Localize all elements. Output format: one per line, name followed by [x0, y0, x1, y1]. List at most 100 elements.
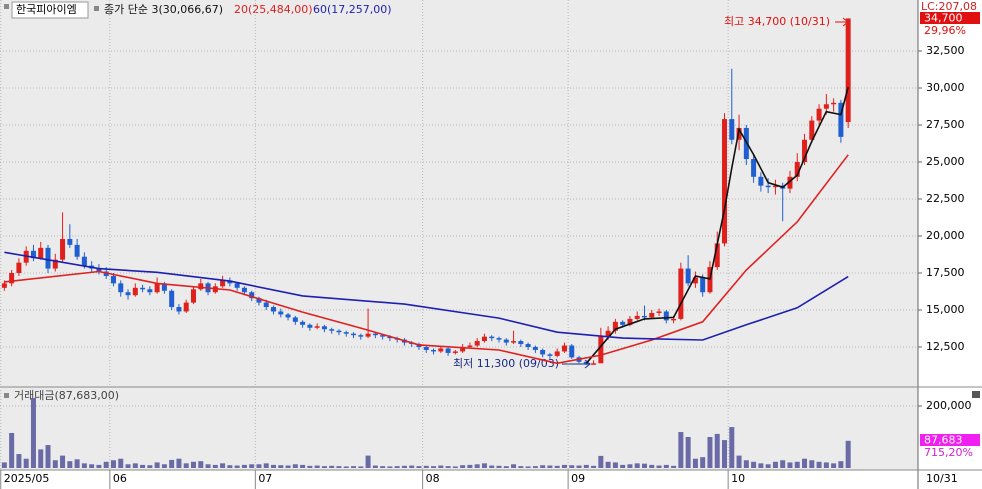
candle-body	[190, 289, 196, 303]
x-tick-label: 08	[426, 472, 440, 485]
candle-body	[45, 247, 51, 269]
volume-bar	[67, 461, 73, 468]
moving-average-line	[4, 251, 849, 341]
volume-bar	[278, 465, 284, 468]
last-volume-label: 87,683	[924, 434, 963, 447]
high-annotation: 최고 34,700 (10/31)	[724, 15, 830, 28]
candle-body	[365, 333, 371, 337]
y-tick-label: 32,500	[926, 44, 965, 57]
candle-body	[445, 348, 451, 353]
candle-body	[38, 247, 44, 259]
x-tick-label: 10	[731, 472, 745, 485]
candle-body	[772, 185, 778, 188]
candle-body	[132, 287, 138, 296]
volume-bar	[329, 465, 335, 468]
volume-bar	[547, 465, 553, 468]
y-tick-label: 27,500	[926, 118, 965, 131]
name-box	[11, 1, 89, 19]
volume-bar	[16, 454, 22, 468]
candle-body	[561, 345, 567, 352]
x-axis-background	[0, 470, 918, 489]
candle-body	[110, 275, 116, 284]
volume-bar	[452, 466, 458, 468]
volume-bar	[212, 464, 218, 468]
volume-bar	[161, 464, 167, 468]
x-tick-label: 07	[258, 472, 272, 485]
volume-bar	[23, 458, 29, 468]
candle-body	[176, 307, 182, 312]
volume-bar	[394, 466, 400, 468]
volume-bar	[234, 465, 240, 468]
volume-bar	[554, 465, 560, 468]
volume-bar	[365, 455, 371, 468]
close-button[interactable]	[972, 391, 980, 398]
candle-body	[700, 277, 706, 293]
candle-body	[140, 287, 146, 290]
candle-body	[649, 312, 655, 318]
legend-entry: 20(25,484,00)	[234, 3, 313, 16]
candle-body	[372, 333, 378, 336]
y-tick-label: 12,500	[926, 340, 965, 353]
candle-body	[271, 307, 277, 312]
candle-body	[234, 283, 240, 288]
candle-body	[431, 349, 437, 352]
candle-body	[1, 283, 7, 288]
candle-body	[423, 347, 429, 350]
candle-body	[358, 335, 364, 337]
volume-bar	[351, 466, 357, 468]
candle-body	[758, 176, 764, 186]
volume-bar	[583, 464, 589, 468]
volume-bar	[787, 462, 793, 468]
volume-bar	[641, 463, 647, 468]
candle-body	[656, 311, 662, 313]
candle-body	[118, 283, 124, 293]
volume-bar	[743, 460, 749, 468]
volume-bar	[241, 464, 247, 468]
volume-bar	[60, 455, 66, 468]
volume-bar	[9, 432, 15, 468]
icon	[4, 393, 9, 398]
candle-body	[518, 341, 524, 345]
volume-bar	[321, 466, 327, 468]
candle-body	[81, 256, 87, 266]
candle-body	[314, 326, 320, 328]
candle-body	[525, 344, 531, 348]
candle-body	[692, 277, 698, 284]
x-tick-label: 09	[571, 472, 585, 485]
volume-bar	[714, 433, 720, 468]
candle-body	[838, 102, 844, 137]
candle-body	[474, 341, 480, 346]
candle-body	[671, 318, 677, 321]
volume-bar	[220, 463, 226, 468]
volume-bar	[612, 462, 618, 468]
volume-bar	[598, 455, 604, 468]
candle-body	[438, 348, 444, 352]
volume-bar	[605, 461, 611, 468]
candle-body	[74, 244, 80, 257]
volume-bar	[140, 464, 146, 468]
volume-bar	[271, 464, 277, 468]
volume-bar	[838, 461, 844, 468]
volume-bar	[183, 463, 189, 468]
volume-bar	[438, 465, 444, 468]
volume-bar	[169, 459, 175, 468]
candle-body	[722, 119, 728, 244]
plot-background	[0, 0, 918, 470]
candle-body	[598, 336, 604, 364]
candle-body	[125, 292, 131, 296]
volume-bar	[314, 465, 320, 468]
volume-bar	[125, 464, 131, 468]
volume-bar	[147, 465, 153, 468]
volume-bar	[692, 458, 698, 468]
volume-bar	[307, 465, 313, 468]
candle-body	[30, 250, 36, 259]
volume-bar	[74, 459, 80, 468]
volume-bar	[823, 462, 829, 468]
candle-body	[605, 330, 611, 337]
volume-bar	[591, 465, 597, 468]
y-tick-label: 17,500	[926, 266, 965, 279]
icon	[4, 4, 9, 9]
volume-bar	[45, 445, 51, 468]
volume-bar	[802, 458, 808, 468]
candle-body	[198, 283, 204, 290]
